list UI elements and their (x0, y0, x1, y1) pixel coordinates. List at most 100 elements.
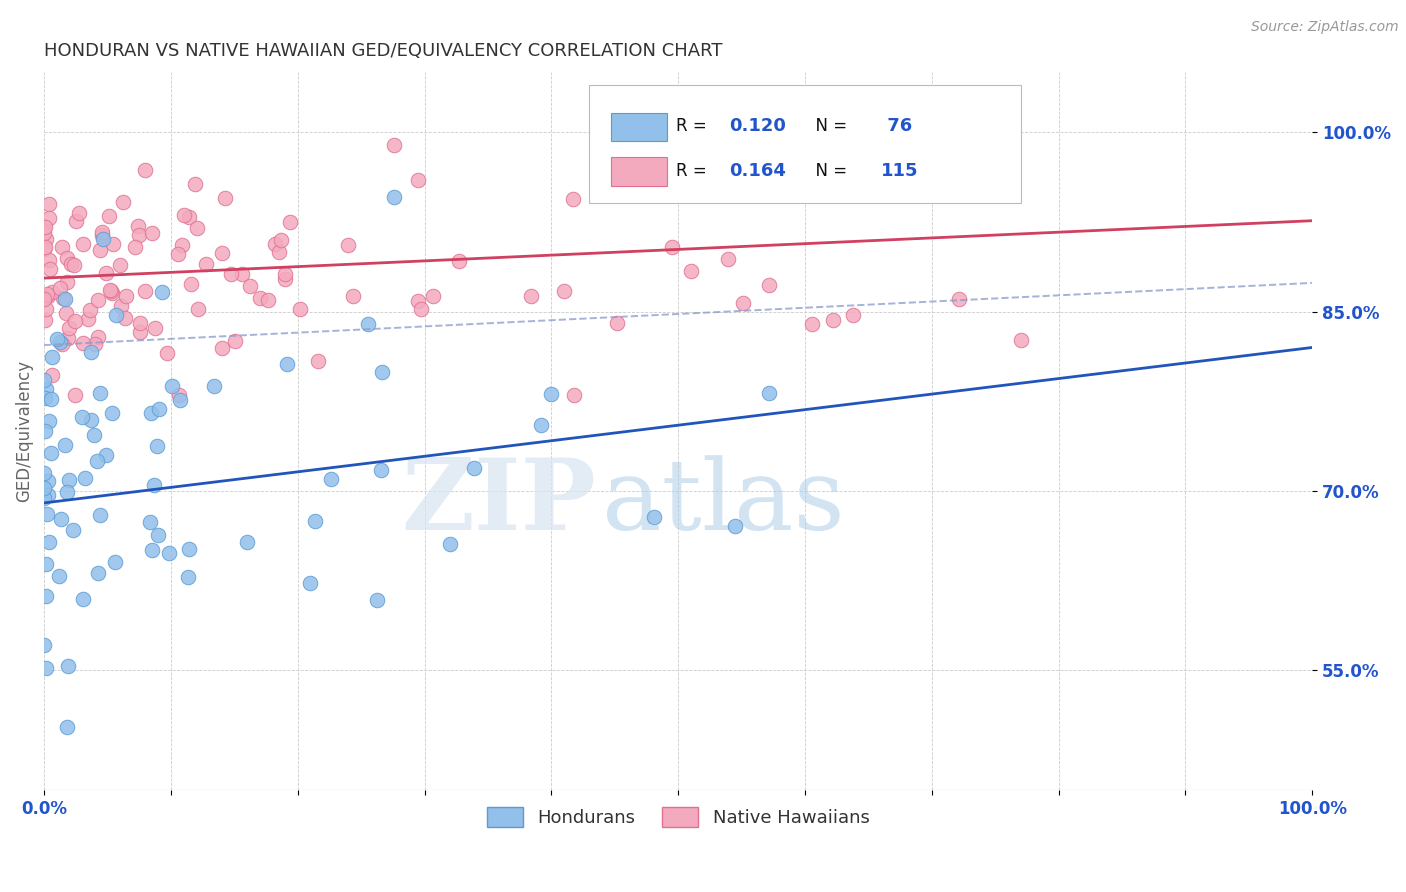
Point (38, 535, 60, 549)
Point (169, 393, 191, 408)
Point (38, 196, 60, 211)
Point (156, 346, 179, 360)
Point (55, 438, 77, 452)
Point (337, 238, 360, 252)
Point (38, 211, 60, 225)
Point (34, 302, 56, 317)
Point (55, 484, 77, 499)
Point (63, 258, 86, 272)
Point (270, 233, 292, 247)
Point (79, 302, 101, 317)
Point (463, 461, 485, 475)
Point (422, 288, 444, 302)
Point (138, 515, 160, 529)
Point (681, 264, 703, 278)
Point (146, 439, 169, 453)
Point (948, 292, 970, 306)
Point (89, 508, 111, 522)
Point (148, 402, 170, 417)
Point (32, 219, 55, 234)
Point (382, 138, 405, 153)
Point (553, 284, 575, 298)
Point (139, 406, 162, 420)
Point (143, 320, 166, 334)
Point (60, 257, 83, 271)
Point (55, 251, 77, 265)
Point (72, 336, 94, 351)
Point (69, 206, 91, 220)
Point (38, 414, 60, 428)
Point (177, 570, 200, 584)
Point (264, 237, 287, 252)
Point (41, 350, 63, 364)
Point (406, 294, 429, 309)
FancyBboxPatch shape (612, 112, 666, 141)
Point (304, 515, 326, 529)
Point (124, 239, 146, 253)
Point (564, 388, 586, 402)
Point (72, 592, 94, 607)
Point (733, 295, 755, 310)
Point (342, 289, 364, 303)
Point (77, 311, 100, 326)
Point (38, 252, 60, 267)
Point (231, 267, 253, 281)
Point (114, 310, 136, 325)
Point (134, 162, 156, 177)
Point (319, 472, 342, 486)
Point (34, 638, 56, 652)
Point (72, 236, 94, 251)
Point (160, 379, 183, 393)
Point (211, 246, 233, 260)
Point (51, 337, 73, 351)
Point (1010, 333, 1032, 347)
Point (100, 284, 122, 298)
Point (823, 313, 845, 327)
Point (56, 275, 79, 289)
Point (307, 354, 329, 368)
Point (439, 536, 461, 550)
Point (239, 279, 262, 293)
Point (411, 301, 433, 316)
Point (562, 192, 585, 206)
Text: atlas: atlas (602, 455, 845, 551)
Point (224, 334, 246, 349)
Point (51, 291, 73, 305)
Point (269, 245, 291, 260)
Point (80, 413, 103, 427)
Y-axis label: GED/Equivalency: GED/Equivalency (15, 360, 32, 502)
Point (87, 330, 110, 344)
Point (39, 262, 62, 277)
Point (370, 366, 392, 380)
Point (157, 546, 180, 560)
Point (35, 232, 58, 246)
Point (32, 243, 55, 257)
Point (172, 237, 194, 252)
Point (48, 569, 70, 583)
Point (288, 302, 311, 317)
Point (104, 555, 127, 569)
Point (758, 386, 780, 401)
Point (173, 209, 195, 223)
Point (103, 236, 125, 251)
Point (48, 335, 70, 350)
Point (55, 306, 77, 320)
Point (530, 418, 553, 433)
Point (127, 219, 149, 234)
Point (150, 285, 173, 300)
Point (278, 215, 301, 229)
Point (32, 481, 55, 495)
Legend: Hondurans, Native Hawaiians: Hondurans, Native Hawaiians (479, 799, 877, 835)
Point (90, 226, 112, 240)
Point (91, 232, 114, 246)
Point (540, 386, 562, 401)
Point (179, 542, 201, 557)
Point (35, 382, 58, 396)
Point (114, 288, 136, 302)
Point (111, 195, 134, 210)
Point (167, 388, 190, 402)
Point (34, 391, 56, 405)
Point (53, 292, 76, 306)
Point (101, 285, 124, 300)
Point (55, 721, 77, 735)
